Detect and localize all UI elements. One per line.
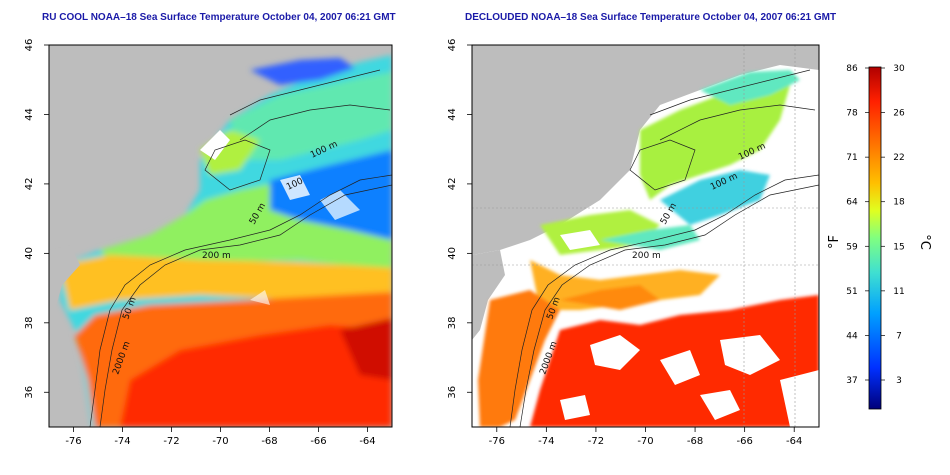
right-x-tick-label: -74: [538, 436, 554, 447]
fahrenheit-tick-label: 64: [846, 198, 858, 208]
left-y-tick-label: 36: [24, 386, 35, 399]
right-x-tick-label: -66: [736, 436, 752, 447]
left-y-tick-label: 44: [24, 108, 35, 121]
left-y-tick-label: 40: [24, 247, 35, 260]
fahrenheit-tick-label: 86: [846, 64, 858, 74]
fahrenheit-tick-label: 44: [846, 331, 858, 341]
fahrenheit-unit-label: °F: [827, 235, 842, 249]
right-map: 100 m 100 m 50 m 200 m 50 m 2000 m: [471, 44, 820, 428]
right-panel-title: DECLOUDED NOAA–18 Sea Surface Temperatur…: [465, 12, 837, 23]
right-x-tick-label: -72: [588, 436, 604, 447]
right-x-tick-label: -70: [637, 436, 653, 447]
fahrenheit-tick-label: 37: [846, 376, 857, 386]
right-x-tick-label: -76: [489, 436, 505, 447]
right-y-tick-label: 42: [447, 178, 458, 191]
sst-field: [478, 70, 819, 427]
cloud-patches: [200, 130, 360, 305]
left-x-tick-label: -76: [65, 436, 81, 447]
celsius-tick-label: 26: [893, 109, 905, 119]
bathymetry-contours: [509, 69, 819, 427]
sst-field: [60, 45, 392, 427]
coastline-land: [49, 245, 80, 320]
left-x-tick-label: -64: [359, 436, 375, 447]
right-y-tick-label: 46: [447, 39, 458, 52]
fahrenheit-tick-label: 71: [846, 153, 857, 163]
grid-lines: [472, 45, 819, 427]
left-x-tick-label: -66: [310, 436, 326, 447]
celsius-tick-label: 3: [896, 376, 902, 386]
left-y-tick-label: 42: [24, 178, 35, 191]
right-y-tick-label: 40: [447, 247, 458, 260]
coastline-land: [472, 250, 505, 340]
celsius-tick-label: 22: [893, 153, 904, 163]
left-panel-title: RU COOL NOAA–18 Sea Surface Temperature …: [42, 12, 396, 23]
fahrenheit-tick-label: 51: [846, 287, 857, 297]
colorbar-gradient: [868, 66, 882, 410]
left-x-tick-label: -70: [212, 436, 228, 447]
right-x-tick-label: -68: [687, 436, 703, 447]
left-y-tick-label: 46: [24, 39, 35, 52]
fahrenheit-tick-label: 78: [846, 109, 858, 119]
celsius-unit-label: °C: [917, 234, 932, 250]
right-x-tick-label: -64: [786, 436, 802, 447]
right-y-tick-label: 44: [447, 108, 458, 121]
left-y-tick-label: 38: [24, 316, 35, 329]
celsius-tick-label: 18: [893, 198, 905, 208]
axis-ticks: -76 -74 -72 -70 -68 -66 -64 36 38 40 42 44 46 -76 -74 -…: [24, 39, 802, 447]
left-x-tick-label: -72: [163, 436, 179, 447]
left-x-tick-label: -68: [261, 436, 277, 447]
left-map: 100 m 100 50 m 200 m 50 m 2000 m: [48, 44, 393, 428]
celsius-tick-label: 11: [893, 287, 904, 297]
cloud-patches: [560, 230, 819, 427]
right-y-tick-label: 36: [447, 386, 458, 399]
contour-label: 200 m: [632, 251, 661, 261]
land-area: [472, 45, 819, 255]
celsius-tick-label: 7: [896, 331, 902, 341]
bathymetry-contours: [89, 69, 392, 427]
celsius-tick-label: 15: [893, 242, 904, 252]
celsius-tick-label: 30: [893, 64, 905, 74]
fahrenheit-tick-label: 59: [846, 242, 858, 252]
right-y-tick-label: 38: [447, 316, 458, 329]
left-x-tick-label: -74: [114, 436, 130, 447]
contour-label: 200 m: [202, 251, 231, 261]
colorbar: 86 78 71 64 59 51 44 37 30 26 22 18 15 11 7 3 °F °C: [827, 64, 932, 410]
